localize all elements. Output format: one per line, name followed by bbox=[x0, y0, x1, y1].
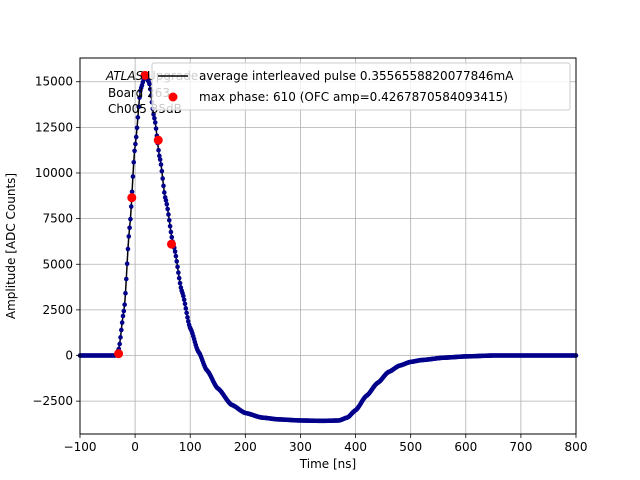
pulse-point bbox=[174, 259, 180, 264]
pulse-point bbox=[160, 176, 165, 181]
pulse-point bbox=[128, 204, 134, 209]
pulse-point bbox=[147, 81, 152, 87]
x-tick-label: 100 bbox=[179, 440, 202, 454]
pulse-point bbox=[122, 302, 127, 307]
max-phase-point bbox=[127, 193, 137, 203]
x-tick-label: 400 bbox=[344, 440, 367, 454]
pulse-point bbox=[166, 218, 172, 223]
pulse-point bbox=[123, 290, 128, 296]
pulse-point bbox=[168, 229, 174, 235]
max-phase-point bbox=[166, 239, 176, 249]
pulse-point bbox=[127, 225, 132, 231]
pulse-point bbox=[159, 168, 165, 174]
pulse-point bbox=[157, 157, 163, 162]
max-phase-point bbox=[114, 349, 124, 359]
x-tick-label: 700 bbox=[509, 440, 532, 454]
pulse-point bbox=[120, 313, 126, 319]
pulse-point bbox=[133, 134, 139, 140]
pulse-point bbox=[152, 115, 157, 121]
pulse-point bbox=[136, 104, 141, 110]
pulse-point bbox=[163, 198, 169, 203]
pulse-point bbox=[158, 162, 164, 167]
pulse-point bbox=[182, 301, 188, 307]
pulse-point bbox=[132, 148, 137, 154]
pulse-point bbox=[125, 246, 131, 252]
pulse-point bbox=[181, 297, 187, 303]
pulse-point bbox=[161, 183, 166, 189]
pulse-point bbox=[176, 270, 181, 275]
x-tick-label: 500 bbox=[399, 440, 422, 454]
legend-label-max-phase: max phase: 610 (OFC amp=0.42678705840934… bbox=[199, 90, 508, 104]
plot-area bbox=[77, 70, 579, 424]
pulse-point bbox=[130, 174, 136, 179]
pulse-point bbox=[185, 319, 191, 324]
pulse-point bbox=[162, 190, 167, 195]
pulse-point bbox=[147, 86, 153, 92]
pulse-point bbox=[135, 115, 141, 120]
legend-marker-key bbox=[168, 92, 178, 102]
y-tick-label: 15000 bbox=[35, 75, 73, 89]
pulse-point bbox=[157, 153, 162, 159]
x-tick-label: 200 bbox=[234, 440, 257, 454]
pulse-point bbox=[121, 308, 127, 314]
x-tick-label: 800 bbox=[565, 440, 588, 454]
legend: average interleaved pulse 0.355655882007… bbox=[151, 62, 571, 111]
axis-ticks: −100 0 100 200 300 400 500 600 700 800 −2500 0 2500 5… bbox=[32, 75, 587, 454]
pulse-point bbox=[172, 249, 178, 254]
pulse-point bbox=[177, 280, 183, 286]
legend-box bbox=[151, 62, 571, 111]
pulse-point bbox=[175, 264, 180, 270]
pulse-point bbox=[128, 216, 133, 222]
pulse-point bbox=[169, 234, 175, 240]
pulse-point bbox=[151, 112, 156, 117]
pulse-point bbox=[124, 261, 130, 266]
pulse-point bbox=[129, 189, 135, 195]
pulse-point bbox=[173, 253, 179, 259]
pulse-point bbox=[184, 310, 189, 316]
pulse-point bbox=[166, 212, 171, 217]
max-phase-point bbox=[140, 70, 150, 80]
pulse-point bbox=[118, 335, 123, 340]
pulse-point bbox=[134, 125, 140, 131]
pulse-point bbox=[123, 276, 129, 282]
pulse-point bbox=[153, 126, 159, 131]
pulse-point bbox=[185, 315, 190, 320]
annotation-atlas: ATLAS bbox=[105, 69, 144, 83]
pulse-point bbox=[117, 341, 122, 347]
pulse-point bbox=[183, 306, 189, 311]
pulse-point bbox=[156, 147, 161, 153]
y-tick-label: −2500 bbox=[32, 394, 73, 408]
pulse-point bbox=[131, 160, 137, 165]
pulse-point bbox=[133, 141, 138, 147]
y-tick-label: 12500 bbox=[35, 120, 73, 134]
pulse-point bbox=[137, 95, 142, 100]
pulse-point bbox=[152, 120, 158, 125]
pulse-point bbox=[167, 223, 173, 229]
y-tick-label: 0 bbox=[65, 349, 73, 363]
x-tick-label: 0 bbox=[131, 440, 139, 454]
pulse-point bbox=[164, 201, 170, 207]
pulse-point bbox=[165, 206, 170, 212]
x-axis-label: Time [ns] bbox=[299, 457, 356, 471]
max-phase-point bbox=[153, 135, 163, 145]
y-axis-label: Amplitude [ADC Counts] bbox=[4, 173, 18, 319]
y-tick-label: 10000 bbox=[35, 166, 73, 180]
pulse-point bbox=[119, 327, 124, 333]
x-tick-label: 600 bbox=[454, 440, 477, 454]
pulse-point bbox=[176, 275, 182, 281]
pulse-point bbox=[126, 234, 132, 239]
x-tick-label: 300 bbox=[289, 440, 312, 454]
x-tick-label: −100 bbox=[64, 440, 97, 454]
pulse-point bbox=[181, 293, 186, 299]
axes-frame bbox=[79, 57, 577, 435]
y-tick-label: 7500 bbox=[42, 212, 73, 226]
y-tick-label: 2500 bbox=[42, 303, 73, 317]
legend-label-pulse: average interleaved pulse 0.355655882007… bbox=[199, 69, 514, 83]
pulse-point bbox=[119, 320, 125, 325]
y-tick-label: 5000 bbox=[42, 257, 73, 271]
